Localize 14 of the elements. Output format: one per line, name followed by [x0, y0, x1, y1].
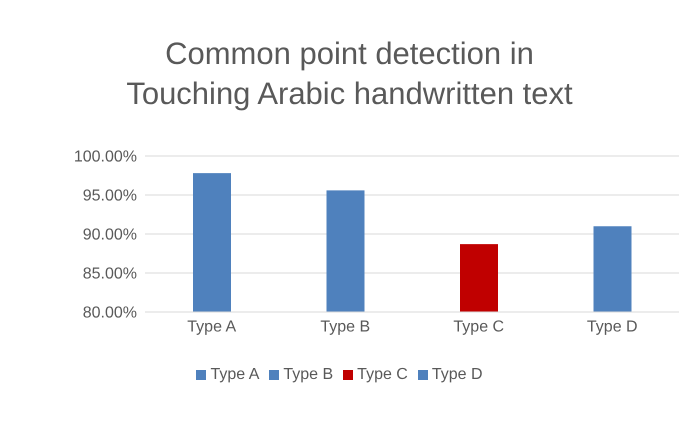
x-tick-label: Type A: [187, 318, 237, 336]
y-tick-label: 90.00%: [82, 226, 137, 244]
x-tick-label: Type C: [453, 318, 504, 336]
chart-title: Common point detection in Touching Arabic handwritten text: [125, 35, 574, 113]
legend-label: Type D: [432, 366, 483, 383]
legend-label: Type B: [283, 366, 334, 383]
y-tick-label: 95.00%: [82, 188, 137, 205]
x-tick-label: Type D: [586, 318, 638, 336]
x-tick-label: Type B: [320, 318, 370, 336]
legend-label: Type A: [210, 366, 260, 383]
legend-label: Type C: [357, 366, 408, 383]
y-tick-label: 80.00%: [82, 304, 137, 322]
y-tick-label: 85.00%: [82, 266, 137, 283]
y-tick-label: 100.00%: [74, 148, 137, 166]
